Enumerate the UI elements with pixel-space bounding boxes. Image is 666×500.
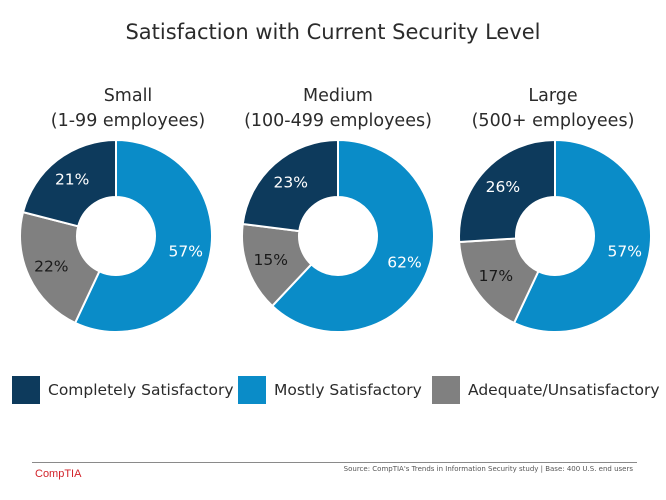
panel-title-medium-line1: Medium: [303, 86, 373, 106]
donut-slice-small-completely: [21, 138, 117, 228]
donut-slice-medium-mostly: [270, 138, 435, 333]
data-label-medium-adequate: 15%: [254, 251, 288, 269]
panel-title-medium-line2: (100-499 employees): [244, 111, 432, 131]
chart-title: Satisfaction with Current Security Level: [125, 20, 541, 44]
panel-title-medium: Medium (100-499 employees): [228, 84, 448, 134]
legend-label-mostly: Mostly Satisfactory: [274, 381, 422, 399]
donut-slice-small-adequate: [19, 210, 101, 325]
legend-swatch-completely: [12, 376, 40, 404]
legend-item-mostly: Mostly Satisfactory: [238, 376, 422, 404]
donut-slice-large-mostly: [512, 138, 652, 333]
panel-title-large-line2: (500+ employees): [471, 111, 635, 131]
legend-swatch-adequate: [432, 376, 460, 404]
donut-chart-small: 57% 22% 21%: [19, 138, 213, 333]
donut-slice-large-completely: [458, 138, 556, 244]
donut-chart-large: 57% 17% 26%: [458, 138, 652, 333]
legend-item-adequate: Adequate/Unsatisfactory: [432, 376, 660, 404]
panel-title-small: Small (1-99 employees): [18, 84, 238, 134]
data-label-small-adequate: 22%: [34, 257, 68, 275]
data-label-large-adequate: 17%: [479, 267, 513, 285]
footer-divider: [32, 462, 637, 463]
data-label-large-mostly: 57%: [608, 243, 642, 261]
legend-swatch-mostly: [238, 376, 266, 404]
legend-label-adequate: Adequate/Unsatisfactory: [468, 381, 660, 399]
legend-label-completely: Completely Satisfactory: [48, 381, 234, 399]
data-label-small-completely: 21%: [55, 171, 89, 189]
comptia-logo: CompTIA: [35, 468, 82, 480]
data-label-large-completely: 26%: [486, 178, 520, 196]
panel-title-large-line1: Large: [528, 86, 578, 106]
data-label-medium-completely: 23%: [273, 173, 307, 191]
panel-title-large: Large (500+ employees): [443, 84, 663, 134]
panel-title-small-line1: Small: [103, 86, 153, 106]
data-label-medium-mostly: 62%: [387, 253, 421, 271]
donut-slice-medium-completely: [241, 138, 339, 233]
donut-chart-medium: 62% 15% 23%: [241, 138, 435, 333]
legend: Completely Satisfactory Mostly Satisfact…: [0, 376, 666, 406]
panel-title-small-line2: (1-99 employees): [50, 111, 206, 131]
legend-item-completely: Completely Satisfactory: [12, 376, 234, 404]
donut-slice-small-mostly: [73, 138, 213, 333]
data-label-small-mostly: 57%: [169, 243, 203, 261]
source-note: Source: CompTIA's Trends in Information …: [343, 465, 633, 473]
